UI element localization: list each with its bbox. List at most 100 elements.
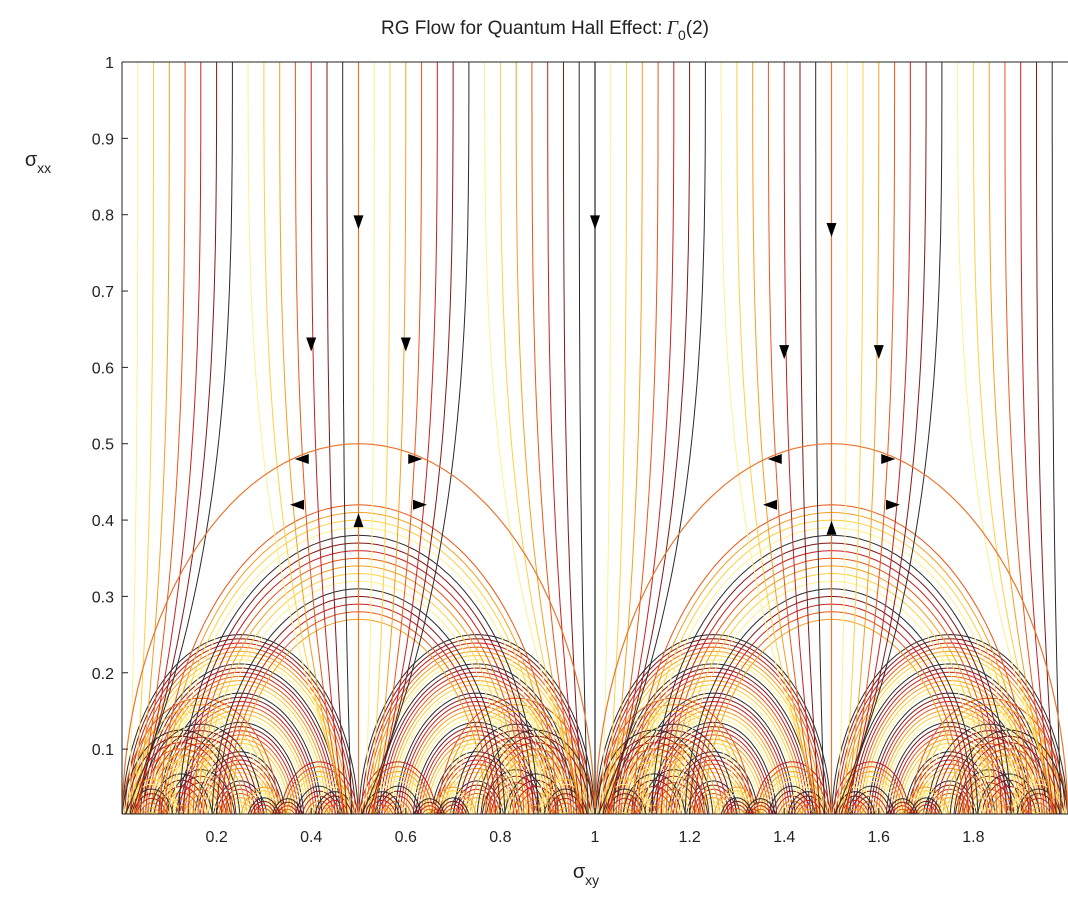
flow-line xyxy=(133,62,154,814)
flow-arc xyxy=(412,798,446,814)
flow-arc xyxy=(663,808,685,814)
flow-line xyxy=(294,62,345,814)
flow-arc xyxy=(651,788,697,814)
flow-arc xyxy=(425,742,528,814)
flow-arc xyxy=(138,723,264,814)
x-ticks: 0.2 0.4 0.6 0.8 1 1.2 1.4 1.6 1.8 xyxy=(205,808,985,846)
flow-arc xyxy=(372,808,393,814)
flow-arc xyxy=(885,798,919,814)
flow-arrow xyxy=(290,499,305,510)
flow-arc xyxy=(841,650,1058,814)
flow-arc xyxy=(888,726,1012,814)
flow-line xyxy=(128,62,139,814)
flow-arrow xyxy=(826,222,837,237)
flow-arc xyxy=(493,788,539,814)
flow-arc xyxy=(776,800,808,814)
flow-line xyxy=(609,62,659,814)
flow-arc xyxy=(966,788,1012,814)
flow-arc xyxy=(602,710,745,814)
y-axis-label-sub: xx xyxy=(37,160,51,176)
flow-arc xyxy=(431,790,475,814)
flow-arc xyxy=(915,807,937,814)
flow-arrow xyxy=(353,215,364,230)
y-tick-label: 0.5 xyxy=(92,437,114,454)
flow-arc xyxy=(773,795,811,814)
flow-arc xyxy=(273,801,302,814)
flow-arc xyxy=(752,761,832,814)
flow-arc xyxy=(840,775,902,814)
flow-arc xyxy=(797,808,818,814)
flow-arc xyxy=(140,807,163,814)
flow-line xyxy=(783,62,818,814)
flow-line xyxy=(845,62,880,814)
flow-arc xyxy=(913,804,939,814)
flow-arc xyxy=(189,742,292,814)
flow-arc xyxy=(719,797,754,814)
flow-arc xyxy=(888,801,917,814)
flow-line xyxy=(136,62,186,814)
flow-arc xyxy=(728,811,746,814)
flow-arc xyxy=(612,663,814,814)
flow-arc xyxy=(431,751,523,814)
flow-arc xyxy=(784,786,832,814)
flow-arc xyxy=(527,810,545,814)
flow-arc xyxy=(153,779,210,814)
flow-arc xyxy=(253,807,275,814)
flow-arc xyxy=(178,726,302,814)
y-tick-label: 0.3 xyxy=(92,589,114,606)
flow-line xyxy=(372,62,423,814)
flow-line xyxy=(799,62,821,814)
flow-line xyxy=(608,62,643,814)
flow-line xyxy=(515,62,583,814)
flow-arc xyxy=(849,663,1051,814)
flow-arc xyxy=(415,801,444,814)
flow-arc xyxy=(436,797,471,814)
flow-arc xyxy=(469,749,563,814)
y-tick-label: 1 xyxy=(105,55,114,72)
y-tick-label: 0.8 xyxy=(92,208,114,225)
flow-arc xyxy=(992,798,1026,814)
y-axis-label: σxx xyxy=(25,149,51,176)
flow-arc xyxy=(917,811,935,814)
flow-line xyxy=(326,62,348,814)
flow-arc xyxy=(143,811,160,814)
flow-lines xyxy=(122,62,1068,814)
flow-arc xyxy=(382,800,414,814)
flow-arc xyxy=(358,634,596,814)
flow-arc xyxy=(384,675,570,814)
flow-arc xyxy=(892,808,913,814)
x-tick-label: 1.8 xyxy=(962,829,984,846)
flow-arrow xyxy=(294,453,309,464)
flow-arc xyxy=(391,688,562,814)
flow-arc xyxy=(904,790,948,814)
flow-arc xyxy=(909,697,1068,814)
semicircle-separatrix xyxy=(594,443,1068,814)
flow-arc xyxy=(836,642,1064,814)
flow-arc xyxy=(141,760,221,814)
flow-arc xyxy=(251,804,277,814)
y-tick-label: 0.4 xyxy=(92,513,114,530)
flow-line xyxy=(371,62,438,814)
flow-arc xyxy=(178,788,224,814)
flow-arrow xyxy=(763,499,778,510)
flow-arc xyxy=(146,736,256,814)
flow-arc xyxy=(436,697,596,814)
flow-arc xyxy=(129,788,175,814)
flow-arc xyxy=(894,812,911,814)
flow-line xyxy=(767,62,818,814)
flow-arc xyxy=(271,798,305,814)
flow-arrow xyxy=(306,337,317,352)
flow-arc xyxy=(453,723,579,814)
flow-arc xyxy=(647,782,701,814)
flow-arc xyxy=(610,754,698,814)
flow-arc xyxy=(288,775,350,814)
x-tick-label: 0.4 xyxy=(300,829,322,846)
flow-arc xyxy=(662,742,765,814)
flow-arc xyxy=(126,642,354,814)
flow-arrow xyxy=(873,345,884,360)
y-tick-label: 0.1 xyxy=(92,742,114,759)
flow-arc xyxy=(449,780,505,814)
flow-arc xyxy=(627,749,721,814)
x-tick-label: 1.6 xyxy=(868,829,890,846)
flow-arc xyxy=(240,786,288,814)
